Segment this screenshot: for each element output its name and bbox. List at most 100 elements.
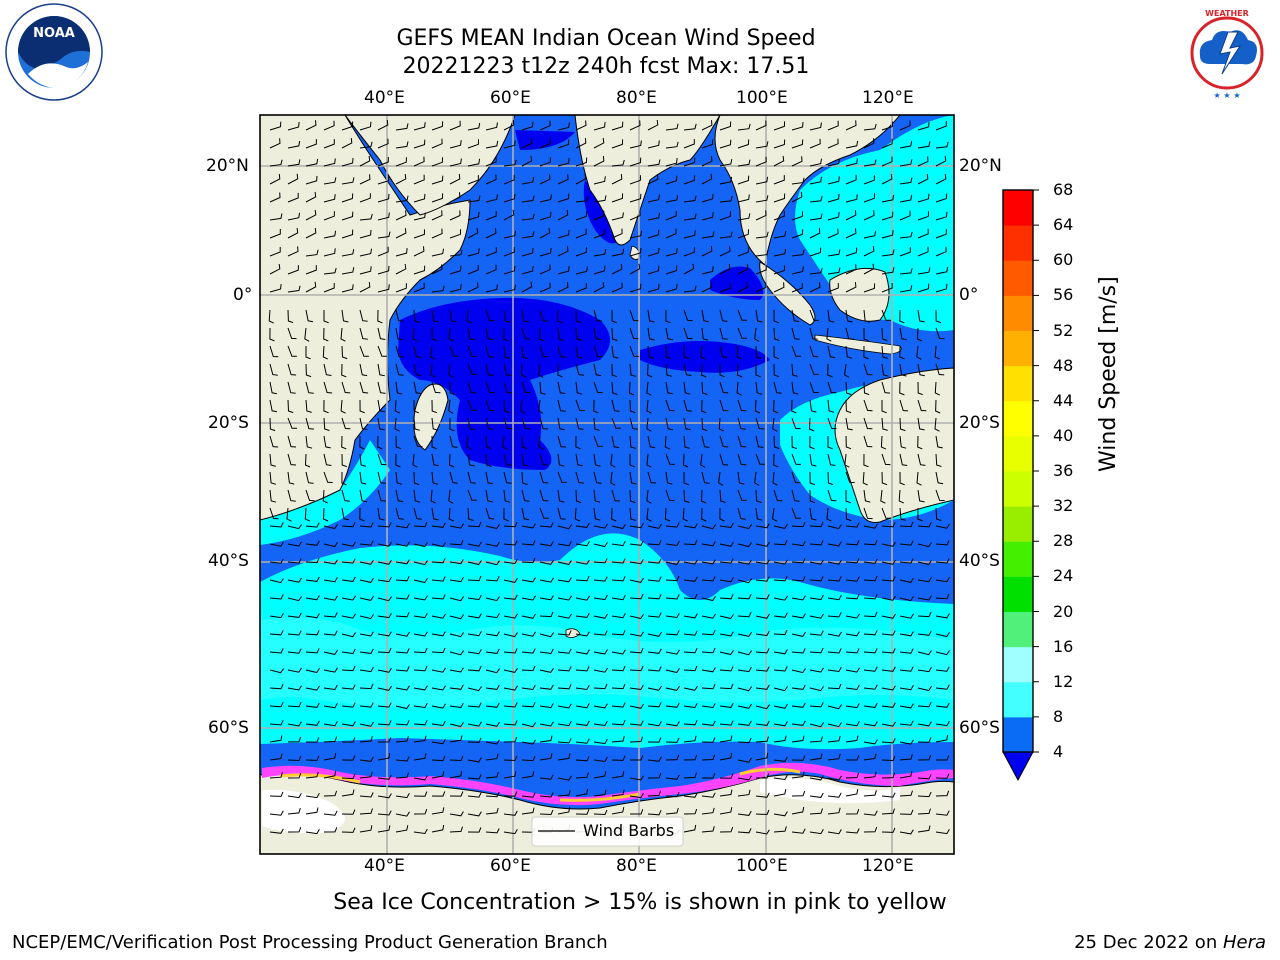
wind-barb — [701, 559, 716, 565]
wind-barb — [755, 541, 770, 547]
wind-barb — [827, 559, 842, 565]
wind-barb — [467, 737, 482, 743]
wind-barb — [323, 684, 338, 691]
wind-barb — [593, 523, 608, 529]
wind-barb — [917, 522, 932, 528]
wind-barb — [611, 540, 626, 547]
wind-barb — [935, 593, 950, 600]
wind-barb — [467, 774, 482, 780]
wind-barb — [647, 773, 662, 779]
wind-barb — [935, 540, 950, 546]
wind-barb — [701, 754, 716, 761]
wind-barb — [845, 631, 860, 637]
colorbar-tick-label: 60 — [1053, 250, 1074, 270]
wind-barb — [359, 435, 365, 450]
wind-barb — [736, 345, 742, 360]
wind-barb — [863, 345, 869, 360]
wind-barb — [773, 363, 780, 378]
wind-barb — [845, 417, 853, 431]
wind-barb — [809, 267, 823, 275]
wind-barb — [773, 399, 779, 414]
wind-barb — [935, 702, 950, 708]
wind-barb — [521, 665, 536, 672]
wind-barb — [557, 363, 563, 378]
wind-barb — [647, 702, 662, 708]
footer-date-text: 25 Dec 2022 on — [1074, 932, 1223, 953]
wind-barb — [431, 807, 445, 815]
wind-barb — [917, 721, 932, 727]
wind-barb — [521, 507, 530, 521]
wind-barb — [287, 363, 297, 376]
wind-barb — [611, 363, 618, 378]
wind-barb — [269, 507, 279, 520]
wind-barb — [431, 471, 439, 485]
wind-barb — [323, 630, 338, 636]
wind-barb — [773, 155, 785, 167]
wind-barb — [467, 666, 482, 672]
wind-barb — [539, 345, 549, 358]
wind-barb — [773, 345, 780, 360]
wind-barb — [485, 648, 500, 654]
wind-barb — [827, 648, 842, 654]
wind-barb — [791, 417, 801, 430]
wind-barb — [683, 539, 698, 546]
wind-barb — [827, 735, 841, 743]
wind-barb — [593, 156, 605, 167]
wind-barb — [917, 754, 932, 761]
wind-barb — [773, 629, 788, 636]
wind-barb — [431, 576, 446, 582]
wind-barb — [377, 522, 392, 528]
wind-barb — [611, 159, 625, 167]
wind-barb — [503, 327, 509, 342]
wind-barb — [665, 327, 673, 341]
lat-tick-left-20n: 20°N — [206, 156, 249, 176]
wind-barb — [467, 827, 482, 833]
wind-barb — [845, 828, 860, 834]
wind-barb — [287, 192, 299, 203]
wind-barb — [935, 229, 947, 239]
wind-barb — [862, 471, 868, 486]
wind-barb — [881, 345, 888, 359]
wind-barb — [485, 327, 493, 341]
wind-barb — [539, 809, 554, 816]
wind-barb — [395, 523, 410, 529]
wind-barb — [773, 826, 787, 833]
wind-barb — [359, 667, 374, 673]
wind-barb — [611, 720, 626, 726]
wind-barb — [737, 720, 752, 726]
wind-barb — [413, 647, 428, 654]
wind-barb — [809, 345, 819, 358]
wind-barb — [305, 381, 314, 394]
wind-barb — [269, 522, 284, 528]
wind-barb — [286, 507, 292, 522]
wind-barb — [341, 613, 356, 619]
wind-barb — [702, 773, 716, 779]
wind-barb — [935, 283, 948, 293]
wind-barb — [917, 211, 929, 221]
wind-barb — [809, 521, 824, 528]
wind-barb — [683, 417, 691, 431]
wind-barb — [917, 808, 931, 815]
wind-barb — [737, 737, 752, 744]
wind-barb — [539, 309, 548, 322]
wind-barb — [575, 612, 590, 618]
wind-barb — [575, 575, 590, 582]
wind-barb — [521, 702, 536, 708]
wind-barb — [305, 139, 317, 149]
wind-barb — [683, 489, 690, 503]
wind-barb — [538, 363, 544, 378]
wind-barb — [593, 309, 602, 322]
wind-barb — [287, 309, 294, 324]
wind-barb — [611, 613, 626, 619]
wind-barb — [395, 772, 409, 779]
wind-barb — [719, 826, 734, 833]
wind-barb — [377, 120, 389, 131]
wind-barb — [701, 737, 716, 743]
wind-barb — [287, 596, 302, 602]
wind-barb — [395, 471, 403, 485]
lon-tick-top-80e: 80°E — [616, 88, 657, 108]
wind-barb — [449, 770, 463, 779]
wind-barb — [665, 612, 680, 619]
wind-barb — [269, 558, 284, 564]
wind-barb — [395, 173, 407, 185]
